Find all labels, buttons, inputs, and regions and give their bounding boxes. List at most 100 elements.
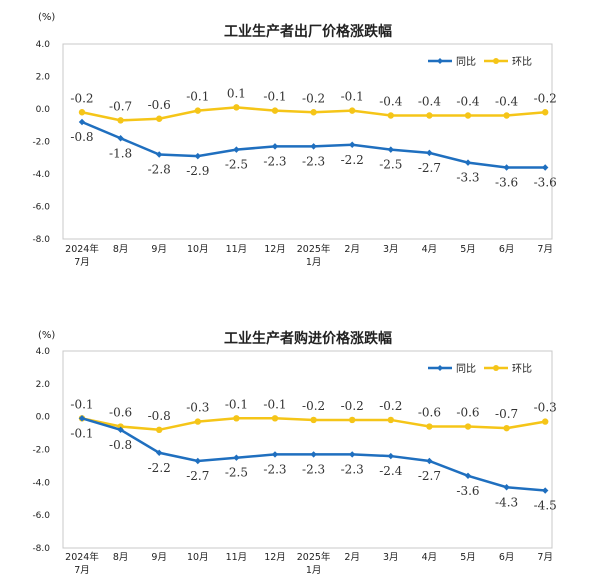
data-point [503,164,510,171]
data-point [194,107,201,114]
x-tick-label: 11月 [226,552,248,563]
series-mom [78,104,549,124]
data-label-mom: -0.3 [186,401,209,415]
data-point [156,449,163,456]
y-unit-label: (%) [38,330,55,341]
y-tick-label: -4.0 [32,170,50,180]
y-tick-label: -2.0 [32,138,50,148]
data-point [542,487,549,494]
x-tick-label: 9月 [151,244,167,255]
data-label-yoy: -2.2 [341,153,364,167]
data-label-yoy: -4.5 [534,499,557,513]
x-tick-line: 2月 [344,552,360,563]
legend-marker-yoy [437,365,443,371]
y-tick-label: 2.0 [36,380,51,390]
x-tick-line: 9月 [151,552,167,563]
x-tick-line: 2025年 [297,551,331,563]
series-yoy [78,415,549,494]
y-axis: 4.0 2.0 0.0 -2.0 -4.0 -6.0 -8.0 [32,40,50,245]
y-tick-label: -6.0 [32,511,50,521]
legend: 同比 环比 [428,56,532,68]
data-point [156,151,163,158]
data-label-mom: -0.4 [495,95,519,109]
data-point [271,451,279,458]
data-point [426,423,433,430]
x-tick-line: 7月 [537,552,553,563]
data-label-mom: 0.1 [227,86,246,100]
data-point [349,141,356,148]
x-tick-label: 12月 [264,244,286,255]
data-point [387,112,394,119]
x-tick-label: 2024年 7月 [65,551,99,576]
x-tick-line: 2025年 [297,243,331,255]
data-label-mom: -0.4 [418,95,442,109]
data-label-yoy: -2.7 [418,161,441,175]
data-point [271,107,279,114]
x-tick-label: 11月 [226,244,248,255]
data-point [117,135,124,142]
x-tick-line: 7月 [74,257,90,268]
x-tick-label: 3月 [383,552,399,563]
x-tick-label: 4月 [422,244,438,255]
x-tick-label: 2024年 7月 [65,243,99,268]
chart-title: 工业生产者购进价格涨跌幅 [224,330,392,347]
legend-marker-mom [493,365,499,371]
data-point [194,152,201,160]
y-tick-label: -8.0 [32,235,50,245]
legend: 同比 环比 [428,363,532,375]
x-tick-line: 3月 [383,244,399,255]
y-axis: 4.0 2.0 0.0 -2.0 -4.0 -6.0 -8.0 [32,347,50,554]
x-tick-label: 6月 [499,244,515,255]
data-labels: -0.2-0.7 -0.6-0.1 0.1 -0.1 -0.2 -0.1 -0.4 -0.4-… [70,86,556,189]
legend-marker-yoy [437,58,443,64]
x-tick-line: 10月 [187,552,209,563]
x-tick-label: 8月 [113,244,129,255]
data-label-mom: -0.2 [302,91,325,105]
legend-marker-mom [493,58,499,64]
x-tick-label: 2月 [344,244,360,255]
x-axis: 2024年 7月 8月 9月 10月 11月 12月 2025年 1月 2月 3月 4月 5月 6月 7月 [65,243,553,268]
data-label-mom: -0.6 [418,406,441,420]
y-tick-label: 4.0 [36,40,51,50]
data-label-yoy: -2.3 [341,462,364,476]
chart-2: 工业生产者购进价格涨跌幅 (%) 4.0 2.0 0.0 -2.0 -4.0 -6.0 -8.0… [32,330,556,576]
data-label-mom: -0.6 [456,406,479,420]
x-tick-line: 5月 [460,552,476,563]
data-label-mom: -0.1 [341,90,364,104]
data-label-yoy: -0.8 [109,438,132,452]
data-point [426,112,433,119]
data-label-mom: -0.7 [109,99,132,113]
x-tick-label: 7月 [537,244,553,255]
data-label-mom: -0.2 [302,399,325,413]
x-tick-line: 8月 [113,552,129,563]
data-labels: -0.1 -0.6 -0.8 -0.3 -0.1 -0.1 -0.2 -0.2 -0.2 -0.6… [70,397,556,512]
data-label-mom: -0.6 [109,406,132,420]
x-tick-label: 5月 [460,244,476,255]
data-point [349,107,356,114]
data-point [464,472,472,479]
y-tick-label: 0.0 [36,105,51,115]
data-label-yoy: -2.3 [263,462,286,476]
x-tick-line: 7月 [74,565,90,576]
data-label-mom: -0.4 [379,95,403,109]
x-tick-label: 4月 [422,552,438,563]
data-label-mom: -0.1 [263,90,286,104]
plot-frame [62,350,553,549]
data-label-yoy: -2.8 [148,163,171,177]
x-tick-line: 2024年 [65,551,99,563]
x-tick-line: 6月 [499,552,515,563]
data-point [117,426,124,433]
x-tick-line: 1月 [306,257,322,268]
data-point [271,415,279,422]
data-point [503,112,510,119]
x-tick-line: 9月 [151,244,167,255]
x-tick-label: 2月 [344,552,360,563]
data-point [233,104,240,111]
y-unit-label: (%) [38,12,55,23]
data-label-yoy: -2.9 [186,164,209,178]
x-tick-label: 9月 [151,552,167,563]
data-point [233,146,240,153]
x-tick-line: 11月 [226,552,248,563]
x-tick-line: 2月 [344,244,360,255]
x-tick-line: 10月 [187,244,209,255]
